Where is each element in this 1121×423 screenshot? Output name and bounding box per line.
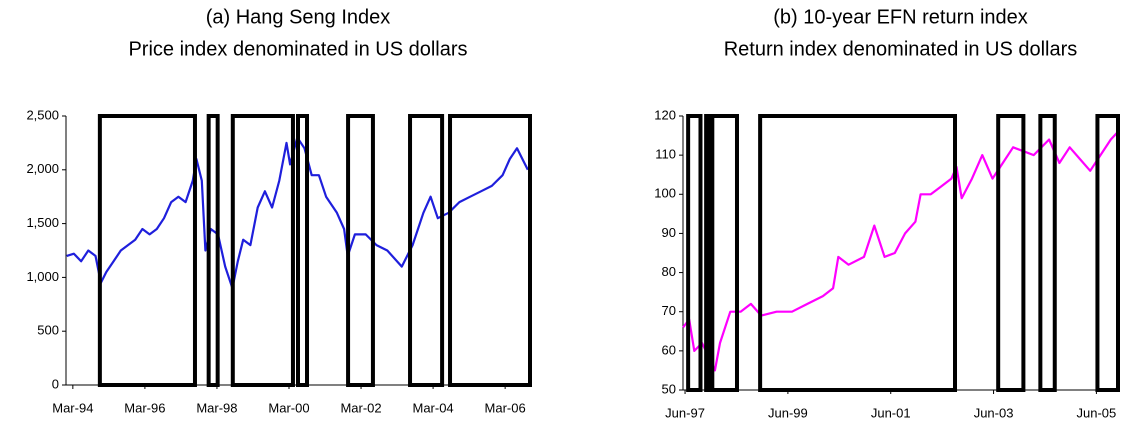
y-tick-label: 500 — [37, 323, 59, 338]
period-box — [710, 114, 739, 392]
data-line — [682, 130, 1119, 372]
y-tick-label: 50 — [662, 381, 676, 396]
period-box — [230, 114, 295, 387]
period-box — [996, 114, 1026, 392]
x-tick-label: Mar-06 — [485, 400, 526, 415]
y-tick-label: 1,500 — [26, 215, 59, 230]
period-box — [448, 114, 532, 387]
chart-subtitle: Price index denominated in US dollars — [128, 38, 467, 60]
x-tick-label: Mar-02 — [340, 400, 381, 415]
period-box — [408, 114, 445, 387]
y-tick-label: 60 — [662, 342, 676, 357]
x-tick-label: Mar-00 — [268, 400, 309, 415]
y-tick-label: 100 — [654, 186, 676, 201]
period-box — [1095, 114, 1120, 392]
y-tick-label: 70 — [662, 303, 676, 318]
y-tick-label: 2,000 — [26, 161, 59, 176]
chart-title: (a) Hang Seng Index — [206, 6, 391, 28]
period-box — [758, 114, 958, 392]
x-tick-label: Mar-96 — [124, 400, 165, 415]
y-tick-label: 110 — [655, 147, 676, 162]
chart-subtitle: Return index denominated in US dollars — [724, 38, 1078, 60]
x-tick-label: Mar-94 — [52, 400, 93, 415]
y-tick-label: 1,000 — [26, 269, 59, 284]
period-box — [296, 114, 310, 387]
chart-title: (b) 10-year EFN return index — [773, 6, 1028, 28]
data-line — [66, 136, 529, 290]
x-tick-label: Jun-01 — [871, 405, 911, 420]
y-tick-label: 120 — [654, 107, 676, 122]
y-tick-label: 80 — [662, 264, 676, 279]
period-box — [686, 114, 703, 392]
x-tick-label: Jun-03 — [974, 405, 1014, 420]
period-box — [1038, 114, 1057, 392]
y-tick-label: 90 — [662, 225, 676, 240]
x-tick-label: Mar-04 — [412, 400, 453, 415]
x-tick-label: Jun-99 — [768, 405, 808, 420]
period-box — [206, 114, 220, 387]
x-tick-label: Jun-05 — [1077, 405, 1117, 420]
x-tick-label: Jun-97 — [665, 405, 705, 420]
period-box — [97, 114, 197, 387]
period-box — [704, 114, 712, 392]
y-tick-label: 2,500 — [26, 107, 59, 122]
period-box — [346, 114, 375, 387]
x-tick-label: Mar-98 — [196, 400, 237, 415]
y-tick-label: 0 — [52, 376, 59, 391]
